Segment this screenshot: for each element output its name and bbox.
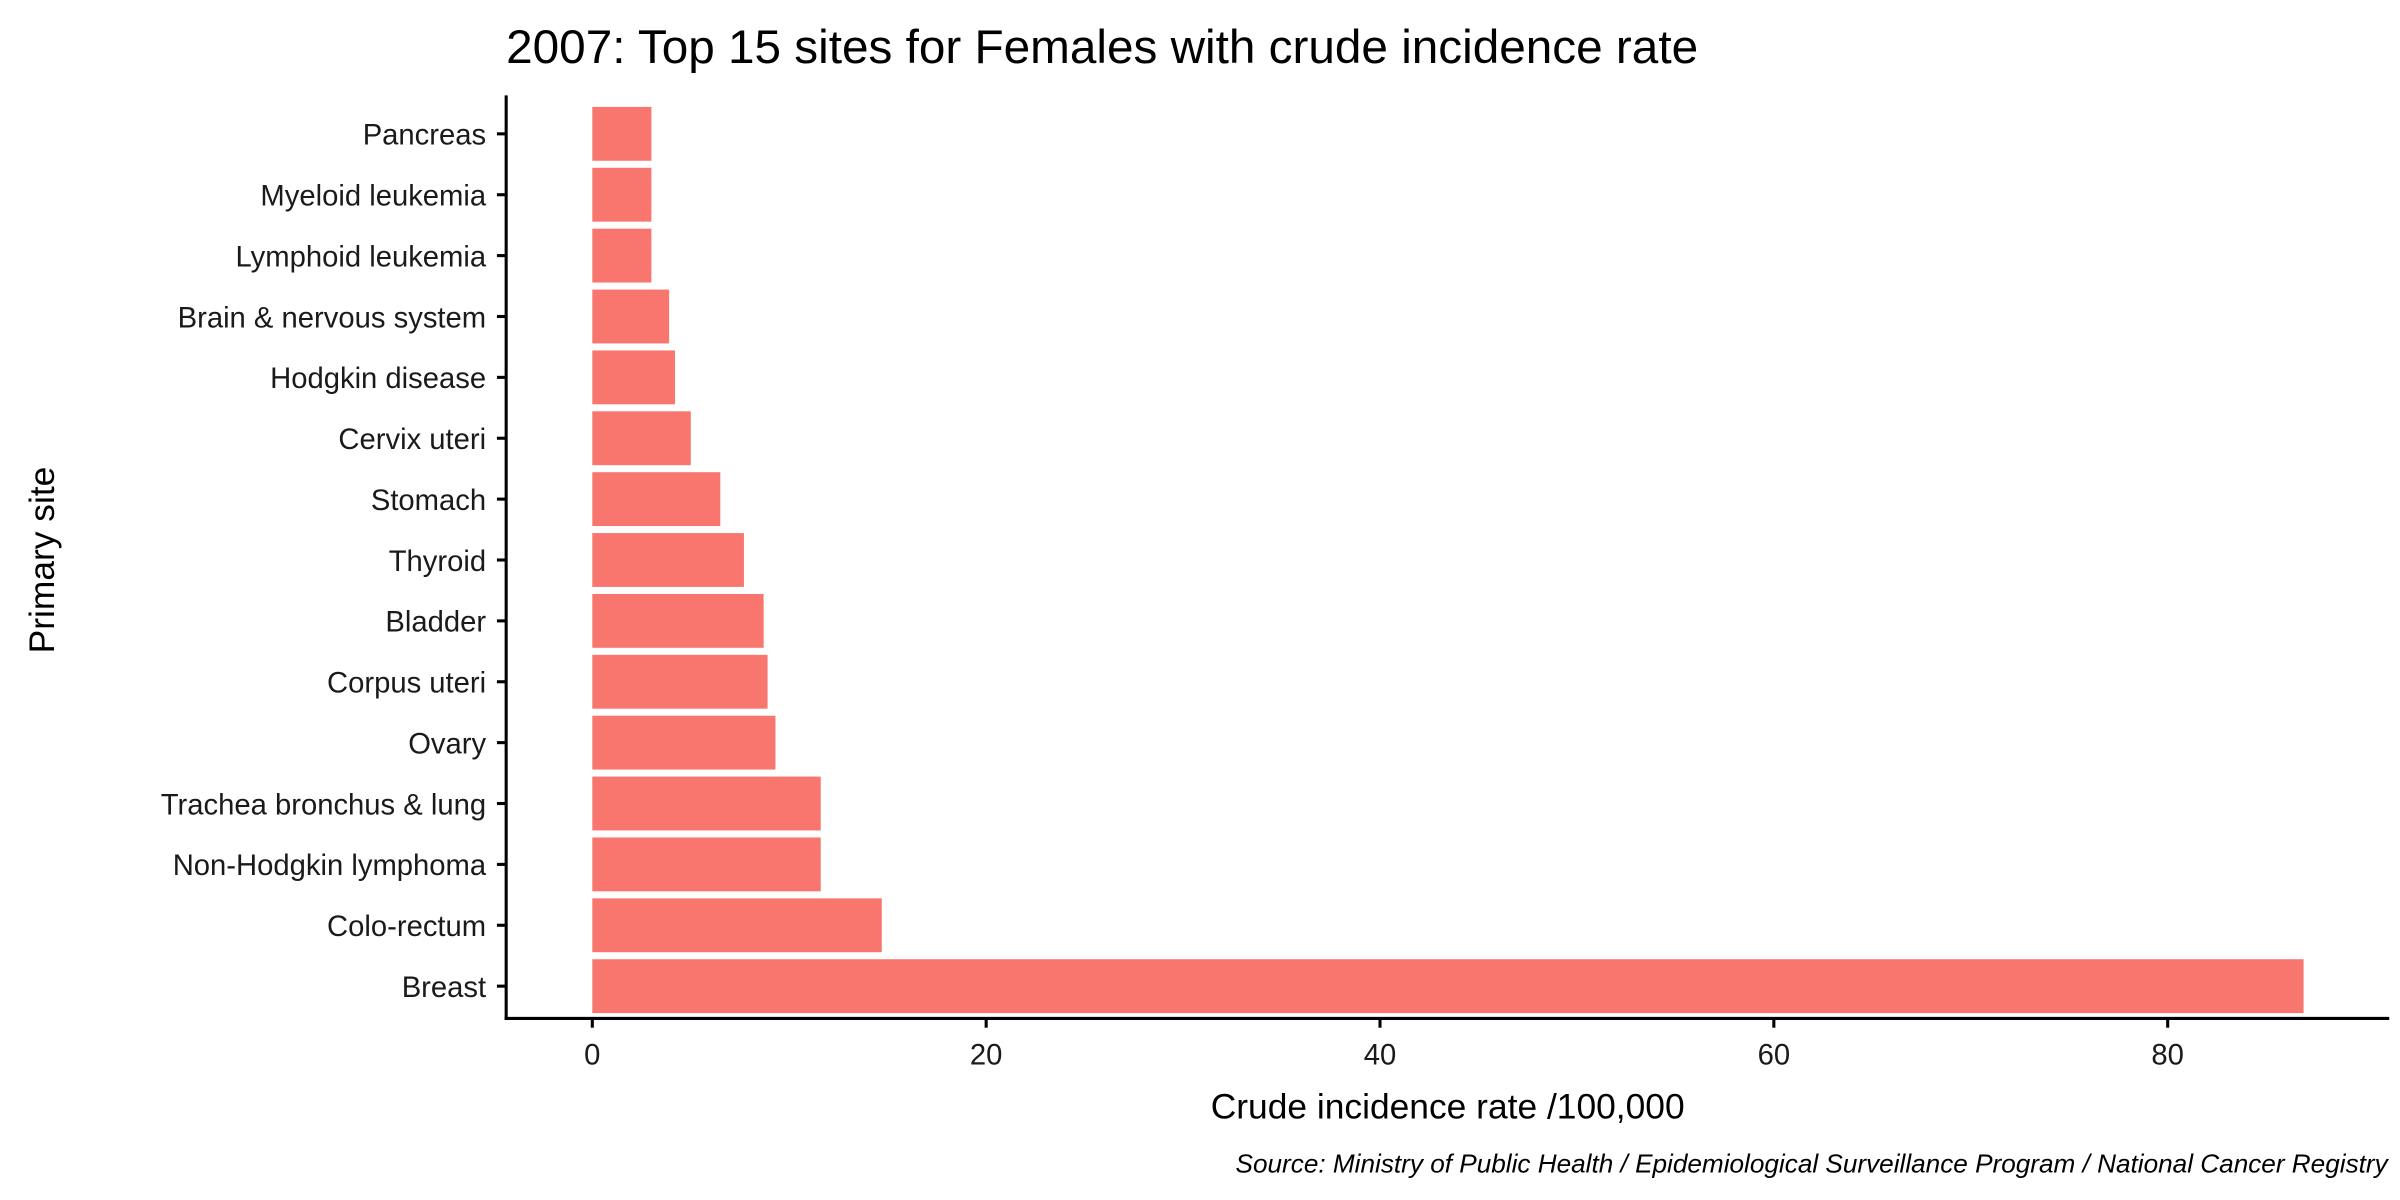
x-tick-label: 40 bbox=[1364, 1040, 1397, 1072]
y-tick-label: Non-Hodgkin lymphoma bbox=[173, 850, 487, 882]
y-tick-label: Thyroid bbox=[389, 546, 486, 578]
bar bbox=[592, 715, 776, 770]
x-tick-label: 60 bbox=[1758, 1040, 1791, 1072]
bar bbox=[592, 959, 2304, 1014]
bars bbox=[592, 106, 2304, 1014]
y-tick-label: Breast bbox=[402, 972, 486, 1004]
bar bbox=[592, 898, 882, 953]
bar bbox=[592, 167, 652, 222]
y-tick-label: Trachea bronchus & lung bbox=[161, 789, 486, 821]
y-tick-label: Bladder bbox=[385, 607, 486, 639]
bar bbox=[592, 593, 764, 648]
y-axis-ticks: Pancreas Myeloid leukemia Lymphoid leukemi… bbox=[161, 120, 507, 1004]
y-tick-label: Cervix uteri bbox=[338, 424, 486, 456]
y-axis-title: Primary site bbox=[23, 467, 62, 654]
y-tick-label: Pancreas bbox=[363, 120, 486, 152]
bar bbox=[592, 228, 652, 283]
bar bbox=[592, 350, 676, 405]
y-tick-label: Myeloid leukemia bbox=[260, 180, 486, 212]
y-tick-label: Brain & nervous system bbox=[178, 302, 487, 334]
y-tick-label: Stomach bbox=[371, 485, 486, 517]
x-tick-label: 20 bbox=[970, 1040, 1003, 1072]
y-tick-label: Hodgkin disease bbox=[270, 363, 486, 395]
y-tick-label: Corpus uteri bbox=[327, 668, 486, 700]
bar bbox=[592, 776, 821, 831]
y-tick-label: Ovary bbox=[408, 728, 486, 760]
bar bbox=[592, 106, 652, 161]
bar bbox=[592, 472, 721, 527]
y-tick-label: Colo-rectum bbox=[327, 911, 486, 943]
bar bbox=[592, 411, 691, 466]
bar bbox=[592, 654, 768, 709]
chart-title: 2007: Top 15 sites for Females with crud… bbox=[506, 21, 1698, 74]
x-tick-label: 0 bbox=[584, 1040, 600, 1072]
bar bbox=[592, 533, 744, 587]
x-axis-title: Crude incidence rate /100,000 bbox=[1211, 1087, 1685, 1126]
x-tick-label: 80 bbox=[2151, 1040, 2184, 1072]
bar bbox=[592, 289, 670, 344]
x-axis-ticks: 0 20 40 60 80 bbox=[584, 1018, 2184, 1072]
chart-caption: Source: Ministry of Public Health / Epid… bbox=[1236, 1148, 2390, 1178]
bar bbox=[592, 837, 821, 892]
y-tick-label: Lymphoid leukemia bbox=[235, 241, 486, 273]
